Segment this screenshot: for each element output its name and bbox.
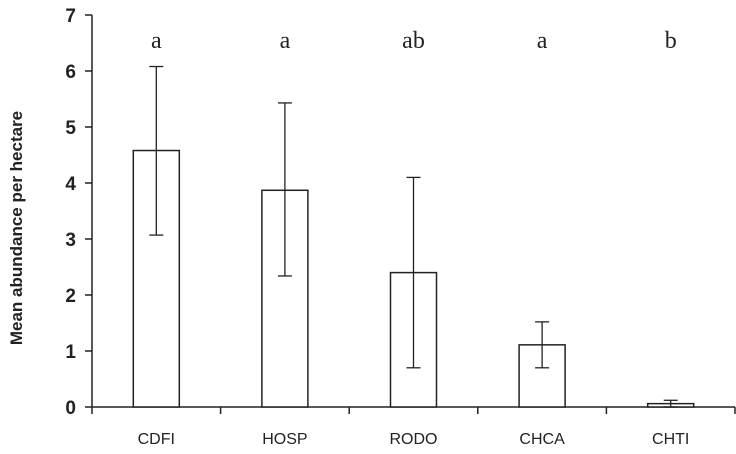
category-label-rodo: RODO xyxy=(390,431,438,448)
y-axis-label: Mean abundance per hectare xyxy=(7,111,26,345)
significance-label-chti: b xyxy=(665,28,677,54)
category-label-chca: CHCA xyxy=(519,431,565,448)
y-tick-label: 1 xyxy=(65,342,76,363)
significance-label-hosp: a xyxy=(280,28,291,54)
y-tick-label: 5 xyxy=(65,118,76,139)
axes: 0 1 2 3 4 5 6 7 xyxy=(65,6,736,419)
category-label-cdfi: CDFI xyxy=(138,431,175,448)
category-label-hosp: HOSP xyxy=(262,431,307,448)
y-tick-label: 4 xyxy=(65,174,76,195)
y-tick-label: 6 xyxy=(65,62,76,83)
error-bars xyxy=(149,65,678,408)
significance-label-cdfi: a xyxy=(151,28,162,54)
y-tick-label: 0 xyxy=(65,398,76,419)
y-tick-label: 2 xyxy=(65,286,76,307)
significance-label-rodo: ab xyxy=(402,28,425,54)
y-tick-label: 7 xyxy=(65,6,76,27)
significance-label-chca: a xyxy=(537,28,548,54)
bar-cdfi xyxy=(132,149,181,408)
y-tick-label: 3 xyxy=(65,230,76,251)
category-label-chti: CHTI xyxy=(652,431,689,448)
labels: CDFI a HOSP a RODO ab CHCA a CHTI b xyxy=(138,28,690,448)
